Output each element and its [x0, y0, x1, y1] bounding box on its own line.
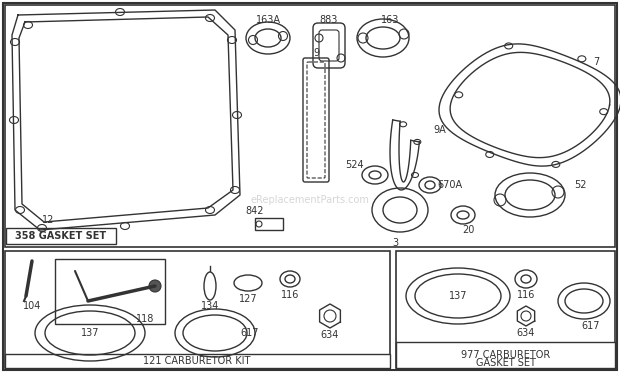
Text: 977 CARBURETOR: 977 CARBURETOR: [461, 350, 551, 360]
Text: 104: 104: [23, 301, 41, 311]
Text: 883: 883: [320, 15, 338, 25]
Bar: [5, 5, 615, 247]
Bar: [255, 218, 283, 230]
Text: 137: 137: [81, 328, 99, 338]
Text: 617: 617: [241, 328, 259, 338]
Text: 20: 20: [462, 225, 474, 235]
Bar: [5, 354, 390, 368]
Text: 12: 12: [42, 215, 54, 225]
Text: GASKET SET: GASKET SET: [476, 358, 536, 368]
Text: 842: 842: [246, 206, 264, 216]
Bar: [5, 354, 390, 368]
Bar: [6, 228, 116, 244]
Text: 634: 634: [517, 328, 535, 338]
Text: eReplacementParts.com: eReplacementParts.com: [250, 195, 370, 205]
Text: 116: 116: [281, 290, 299, 300]
Text: 121 CARBURETOR KIT: 121 CARBURETOR KIT: [143, 356, 250, 366]
Text: 127: 127: [239, 294, 257, 304]
Text: 52: 52: [574, 180, 587, 190]
Text: 163A: 163A: [255, 15, 280, 25]
Text: 7: 7: [593, 57, 599, 67]
Text: 617: 617: [582, 321, 600, 331]
Text: 9A: 9A: [433, 125, 446, 135]
Text: 358 GASKET SET: 358 GASKET SET: [16, 231, 107, 241]
Text: 116: 116: [517, 290, 535, 300]
Text: 163: 163: [381, 15, 399, 25]
Circle shape: [149, 280, 161, 292]
Bar: [396, 342, 615, 368]
Bar: [5, 251, 390, 368]
Bar: [55, 259, 165, 324]
Text: 670A: 670A: [438, 180, 463, 190]
Text: 118: 118: [136, 314, 154, 324]
Text: 524: 524: [346, 160, 365, 170]
Text: 634: 634: [321, 330, 339, 340]
Text: 137: 137: [449, 291, 467, 301]
Text: 3: 3: [392, 238, 398, 248]
Bar: [396, 251, 615, 368]
Text: 9: 9: [313, 48, 319, 58]
Bar: [396, 342, 615, 368]
Text: 134: 134: [201, 301, 219, 311]
